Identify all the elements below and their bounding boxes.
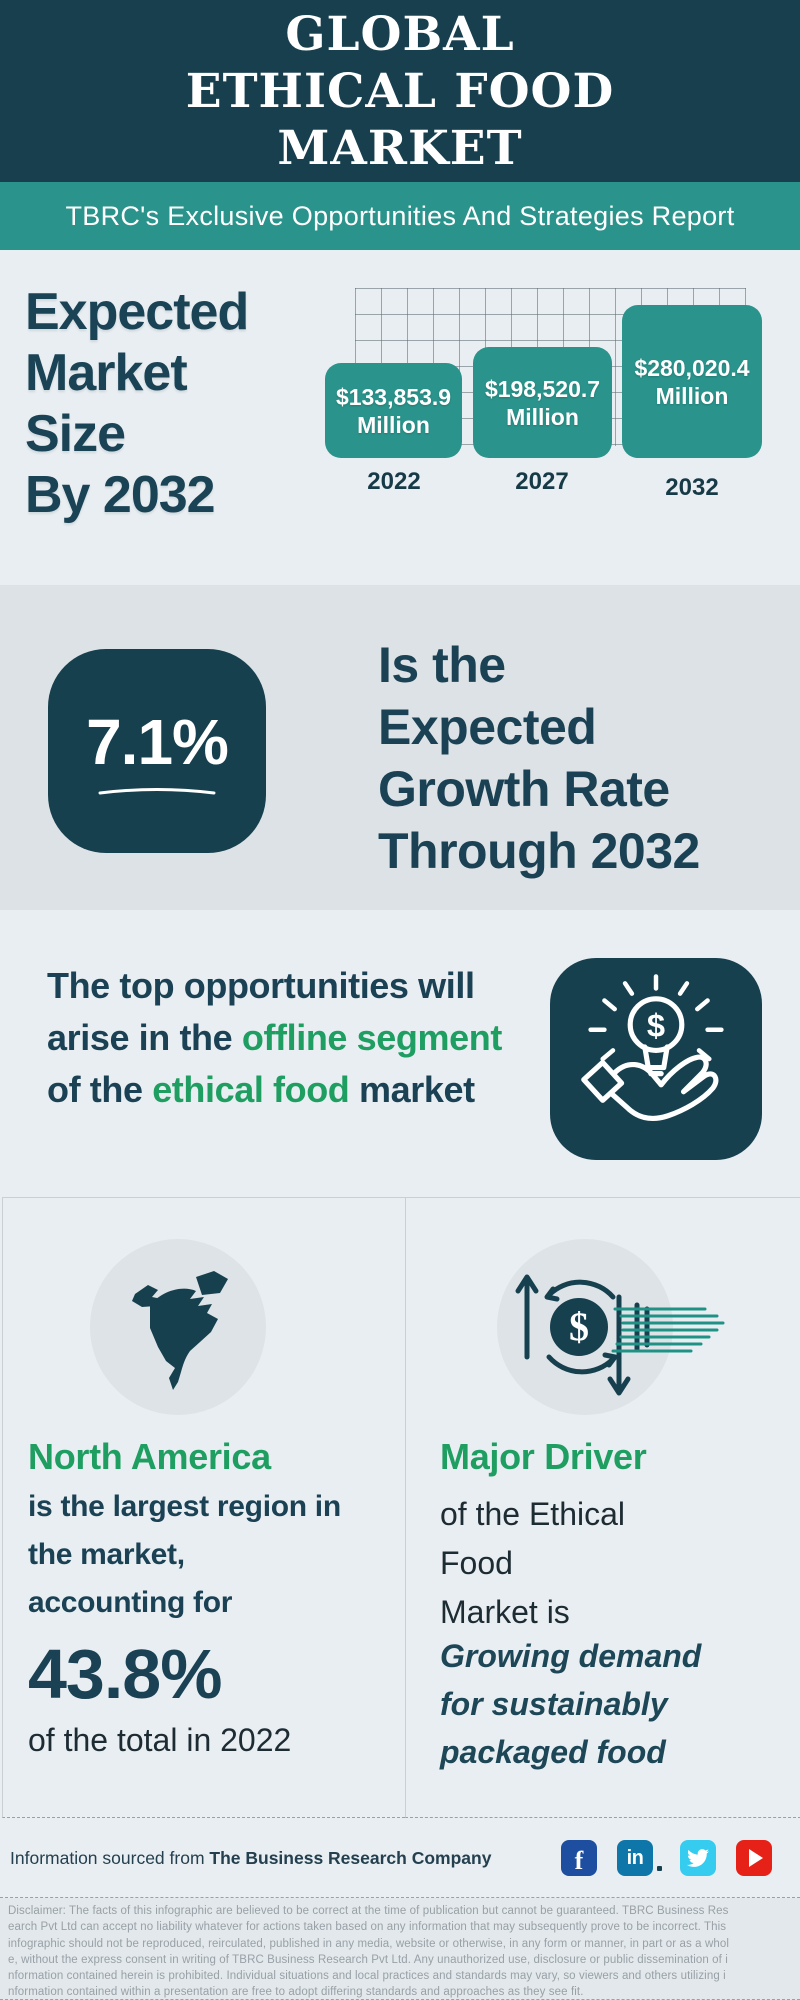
driver-line3: Market is (440, 1594, 570, 1630)
north-america-map-icon (90, 1239, 266, 1415)
bar-value-label: $280,020.4 (634, 354, 750, 381)
caption-line: Through 2032 (378, 823, 700, 879)
disclaimer-block: Disclaimer: The facts of this infographi… (0, 1898, 800, 2000)
disclaimer-line: earch Pvt Ltd can accept no liability wh… (8, 1921, 727, 1934)
driver-title: Major Driver (440, 1436, 647, 1477)
driver-trend-line3: packaged food (440, 1734, 666, 1770)
facebook-icon[interactable]: f (561, 1840, 597, 1876)
bar-2032: $280,020.4 Million (622, 305, 762, 458)
driver-panel (405, 1197, 800, 1818)
axis-label-2027: 2027 (515, 468, 569, 495)
caption-line: Growth Rate (378, 761, 670, 817)
underline-swoosh (98, 788, 216, 795)
disclaimer-line: infographic should not be reproduced, re… (8, 1937, 730, 1950)
region-line3: accounting for (28, 1586, 233, 1619)
opportunity-line2-pre: arise in the (47, 1017, 242, 1058)
linkedin-icon[interactable]: in (617, 1840, 653, 1876)
main-title-line2: ETHICAL FOOD (185, 63, 615, 119)
bar-unit-label: Million (655, 382, 729, 409)
bar-value-label: $133,853.9 (335, 383, 452, 410)
idea-icon-box: $ (550, 958, 762, 1160)
subtitle-band: TBRC's Exclusive Opportunities And Strat… (0, 182, 800, 250)
disclaimer-line: nformation contained herein is prohibite… (8, 1970, 726, 1983)
driver-trend: Growing demand for sustainably packaged … (440, 1632, 701, 1776)
axis-label-2022: 2022 (367, 468, 421, 495)
disclaimer-line: Disclaimer: The facts of this infographi… (8, 1905, 729, 1917)
twitter-bird-glyph (687, 1849, 709, 1867)
main-title-line1: GLOBAL (285, 6, 515, 62)
linkedin-glyph: in (626, 1846, 644, 1869)
heading-line: Expected (25, 283, 249, 341)
youtube-play-glyph (748, 1849, 763, 1867)
driver-description: of the Ethical Food Market is (440, 1490, 625, 1637)
heading-line: By 2032 (25, 466, 216, 524)
header-banner: GLOBAL ETHICAL FOOD MARKET (0, 0, 800, 182)
youtube-icon[interactable] (736, 1840, 772, 1876)
bar-unit-label: Million (357, 411, 430, 438)
market-size-heading: Expected Market Size By 2032 (25, 282, 249, 526)
driver-line2: Food (440, 1545, 513, 1581)
facebook-glyph: f (574, 1846, 584, 1875)
disclaimer-line: e, without the express consent in writin… (8, 1953, 728, 1966)
region-line1: is the largest region in (28, 1490, 341, 1523)
bar-value-label: $198,520.7 (484, 375, 601, 402)
opportunity-statement: The top opportunities will arise in the … (47, 960, 502, 1116)
opportunity-line3-pre: of the (47, 1069, 153, 1110)
driver-trend-line2: for sustainably (440, 1686, 668, 1722)
region-share-value: 43.8% (28, 1635, 222, 1713)
svg-text:$: $ (647, 1007, 665, 1044)
source-company: The Business Research Company (209, 1848, 492, 1868)
opportunity-line3-post: market (349, 1069, 475, 1110)
divider-dashed (0, 1897, 800, 1898)
heading-line: Size (25, 405, 126, 463)
caption-line: Expected (378, 699, 597, 755)
driver-trend-line1: Growing demand (440, 1638, 702, 1674)
hand-lightbulb-icon: $ (581, 974, 724, 1122)
money-flow-icon: $ (497, 1239, 725, 1415)
subtitle-text: TBRC's Exclusive Opportunities And Strat… (65, 200, 735, 231)
source-prefix: Information sourced from (10, 1848, 210, 1868)
disclaimer-line: nformation contained within a presentati… (8, 1986, 584, 1999)
growth-rate-caption: Is the Expected Growth Rate Through 2032 (378, 634, 700, 882)
region-title: North America (28, 1436, 271, 1477)
opportunity-line3-highlight: ethical food (152, 1069, 350, 1110)
axis-label-2032: 2032 (665, 474, 719, 501)
region-share-note: of the total in 2022 (28, 1722, 292, 1758)
twitter-icon[interactable] (680, 1840, 716, 1876)
region-panel (2, 1197, 405, 1818)
svg-text:$: $ (569, 1304, 589, 1349)
caption-line: Is the (378, 637, 506, 693)
region-description: is the largest region in the market, acc… (28, 1483, 341, 1627)
region-line2: the market, (28, 1538, 185, 1571)
driver-line1: of the Ethical (440, 1496, 625, 1532)
bar-2022: $133,853.9 Million (325, 363, 462, 458)
heading-line: Market (25, 344, 188, 402)
opportunity-line1: The top opportunities will (47, 965, 475, 1006)
linkedin-dot (657, 1866, 662, 1871)
growth-rate-badge: 7.1% (48, 649, 266, 853)
growth-rate-value: 7.1% (86, 706, 229, 778)
main-title-line3: MARKET (277, 120, 523, 176)
source-note: Information sourced from The Business Re… (10, 1848, 491, 1869)
bar-2027: $198,520.7 Million (473, 347, 612, 458)
bar-unit-label: Million (506, 403, 579, 430)
opportunity-line2-highlight: offline segment (241, 1017, 502, 1058)
